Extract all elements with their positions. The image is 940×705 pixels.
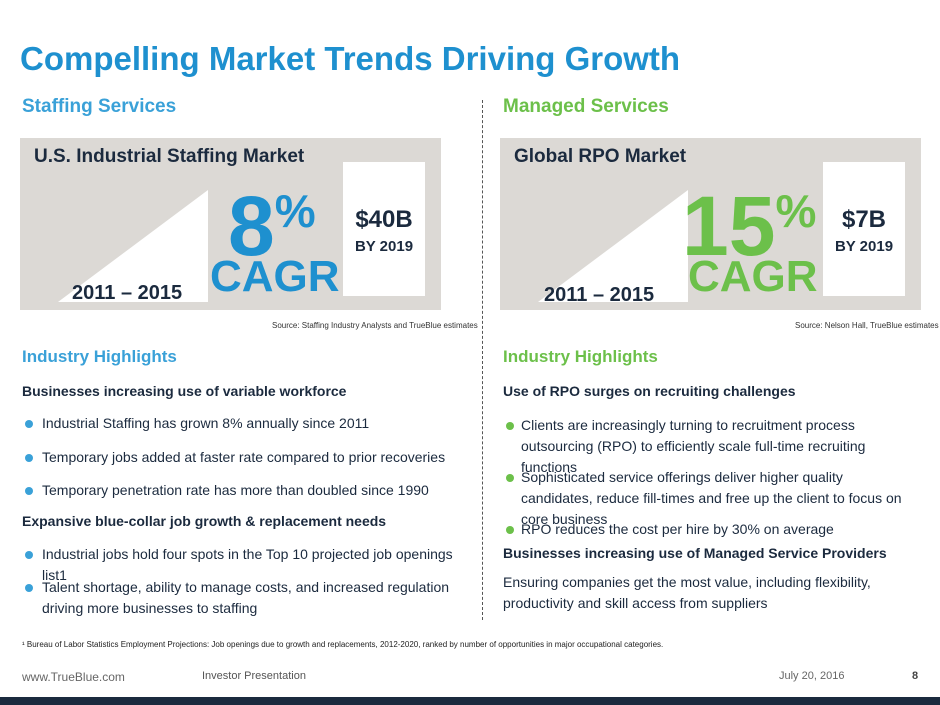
cagr-percentage: 8%	[228, 184, 316, 268]
managed-subheading-2: Businesses increasing use of Managed Ser…	[503, 545, 887, 561]
managed-services-heading: Managed Services	[503, 96, 669, 117]
bullet-dot	[506, 474, 514, 482]
staffing-market-panel: U.S. Industrial Staffing Market 2011 – 2…	[20, 138, 441, 310]
staffing-services-heading: Staffing Services	[22, 96, 177, 117]
bullet-dot	[25, 584, 33, 592]
percent-sign: %	[274, 185, 316, 237]
market-value-box: $7B BY 2019	[823, 162, 905, 296]
page-title: Compelling Market Trends Driving Growth	[20, 40, 681, 77]
panel-title: Global RPO Market	[514, 146, 687, 167]
percent-sign: %	[775, 185, 817, 237]
page-number: 8	[912, 670, 919, 682]
staffing-bullet: Industrial jobs hold four spots in the T…	[42, 546, 453, 583]
year-range: 2011 – 2015	[72, 282, 183, 304]
managed-subheading-1: Use of RPO surges on recruiting challeng…	[503, 383, 796, 399]
panel-title: U.S. Industrial Staffing Market	[34, 146, 305, 167]
managed-bullet: Clients are increasingly turning to recr…	[521, 417, 866, 475]
cagr-label: CAGR	[210, 252, 340, 301]
managed-paragraph: Ensuring companies get the most value, i…	[503, 574, 871, 611]
cagr-number: 8	[228, 179, 275, 273]
market-value: $7B	[841, 206, 887, 233]
bullet-dot	[25, 487, 33, 495]
bullet-dot	[25, 420, 33, 428]
cagr-percentage: 15%	[682, 184, 816, 268]
footer-label: Investor Presentation	[202, 670, 306, 682]
column-divider	[482, 100, 483, 620]
market-value: $40B	[355, 206, 413, 233]
market-value-year: BY 2019	[834, 238, 894, 255]
staffing-bullet: Talent shortage, ability to manage costs…	[42, 579, 450, 616]
staffing-subheading-1: Businesses increasing use of variable wo…	[22, 383, 347, 399]
footnote: ¹ Bureau of Labor Statistics Employment …	[22, 640, 664, 649]
footer-date: July 20, 2016	[779, 670, 845, 682]
staffing-bullet: Temporary penetration rate has more than…	[42, 482, 429, 498]
market-value-box: $40B BY 2019	[343, 162, 425, 296]
staffing-highlights-title: Industry Highlights	[22, 347, 177, 366]
managed-bullet: RPO reduces the cost per hire by 30% on …	[521, 521, 834, 537]
footer-bar	[0, 697, 940, 705]
cagr-label: CAGR	[688, 252, 818, 301]
staffing-bullet: Temporary jobs added at faster rate comp…	[42, 449, 446, 465]
staffing-subheading-2: Expansive blue-collar job growth & repla…	[22, 513, 387, 529]
growth-triangle-graphic	[58, 190, 208, 302]
managed-highlights-title: Industry Highlights	[503, 347, 658, 366]
rpo-source: Source: Nelson Hall, TrueBlue estimates	[795, 321, 939, 330]
bullet-dot	[506, 422, 514, 430]
footer-url-link[interactable]: www.TrueBlue.com	[22, 670, 125, 684]
year-range: 2011 – 2015	[544, 284, 655, 306]
cagr-number: 15	[682, 179, 776, 273]
growth-triangle-graphic	[538, 190, 688, 302]
rpo-market-panel: Global RPO Market 2011 – 2015 15% CAGR $…	[500, 138, 921, 310]
staffing-source: Source: Staffing Industry Analysts and T…	[272, 321, 478, 330]
market-value-year: BY 2019	[354, 238, 414, 255]
bullet-dot	[25, 454, 33, 462]
bullet-dot	[506, 526, 514, 534]
staffing-bullet: Industrial Staffing has grown 8% annuall…	[42, 415, 370, 431]
bullet-dot	[25, 551, 33, 559]
managed-bullet: Sophisticated service offerings deliver …	[521, 469, 902, 527]
